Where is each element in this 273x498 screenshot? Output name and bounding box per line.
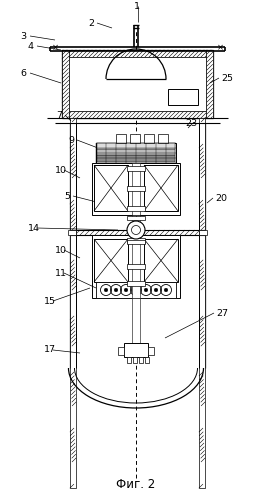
Text: 9: 9 [68, 135, 74, 144]
Text: 10: 10 [55, 165, 67, 174]
Circle shape [134, 288, 138, 292]
Bar [148, 347, 154, 355]
Bar [199, 118, 205, 488]
Bar [127, 240, 145, 244]
Bar [127, 281, 145, 286]
Text: 6: 6 [20, 69, 26, 78]
Bar [127, 238, 145, 243]
Bar [127, 264, 145, 269]
Text: 23: 23 [185, 119, 197, 127]
Circle shape [164, 288, 168, 292]
Circle shape [124, 288, 128, 292]
Bar [139, 357, 143, 363]
Bar [69, 111, 206, 118]
Text: 2: 2 [88, 18, 94, 27]
Bar [96, 282, 176, 298]
Bar [116, 134, 126, 143]
Bar [96, 143, 176, 163]
Bar [132, 235, 140, 298]
Bar [127, 216, 145, 220]
Bar [130, 134, 140, 143]
Bar [199, 230, 207, 235]
Bar [145, 357, 149, 363]
Circle shape [144, 288, 148, 292]
Text: 5: 5 [64, 192, 70, 201]
Bar [94, 239, 128, 282]
Bar [97, 149, 175, 155]
Text: 7: 7 [56, 111, 62, 120]
Text: 25: 25 [221, 74, 233, 83]
Text: 17: 17 [44, 346, 56, 355]
Bar [97, 155, 175, 162]
Bar [62, 50, 69, 118]
Text: ×: × [52, 43, 58, 52]
Bar [144, 165, 178, 211]
Bar [94, 165, 128, 211]
Text: 10: 10 [55, 246, 67, 254]
Bar [118, 347, 124, 355]
Bar [69, 57, 206, 111]
Bar [68, 230, 76, 235]
Bar [206, 50, 213, 118]
Circle shape [114, 288, 118, 292]
Bar [127, 357, 131, 363]
Circle shape [127, 221, 145, 239]
Text: Фиг. 2: Фиг. 2 [116, 478, 156, 491]
Bar [158, 134, 168, 143]
Bar [144, 134, 154, 143]
Circle shape [154, 288, 158, 292]
Bar [124, 343, 148, 357]
Bar [97, 143, 175, 149]
Circle shape [104, 288, 108, 292]
Bar [133, 357, 137, 363]
Text: 15: 15 [44, 296, 56, 305]
Bar [132, 163, 140, 215]
Bar [92, 235, 180, 298]
Text: 14: 14 [28, 224, 40, 233]
Bar [69, 50, 206, 57]
Text: ×: × [216, 43, 224, 52]
Bar [127, 166, 145, 171]
Bar [132, 298, 140, 343]
Bar [70, 118, 76, 488]
Text: 4: 4 [28, 41, 34, 50]
Bar [127, 206, 145, 211]
Text: 1: 1 [134, 1, 140, 10]
Bar [92, 163, 180, 215]
Bar [127, 186, 145, 191]
Bar [144, 239, 178, 282]
Bar [168, 89, 198, 105]
Text: 3: 3 [20, 31, 26, 40]
Text: 27: 27 [216, 308, 228, 318]
Text: 11: 11 [55, 268, 67, 277]
Text: 20: 20 [215, 194, 227, 203]
Bar [62, 50, 213, 118]
